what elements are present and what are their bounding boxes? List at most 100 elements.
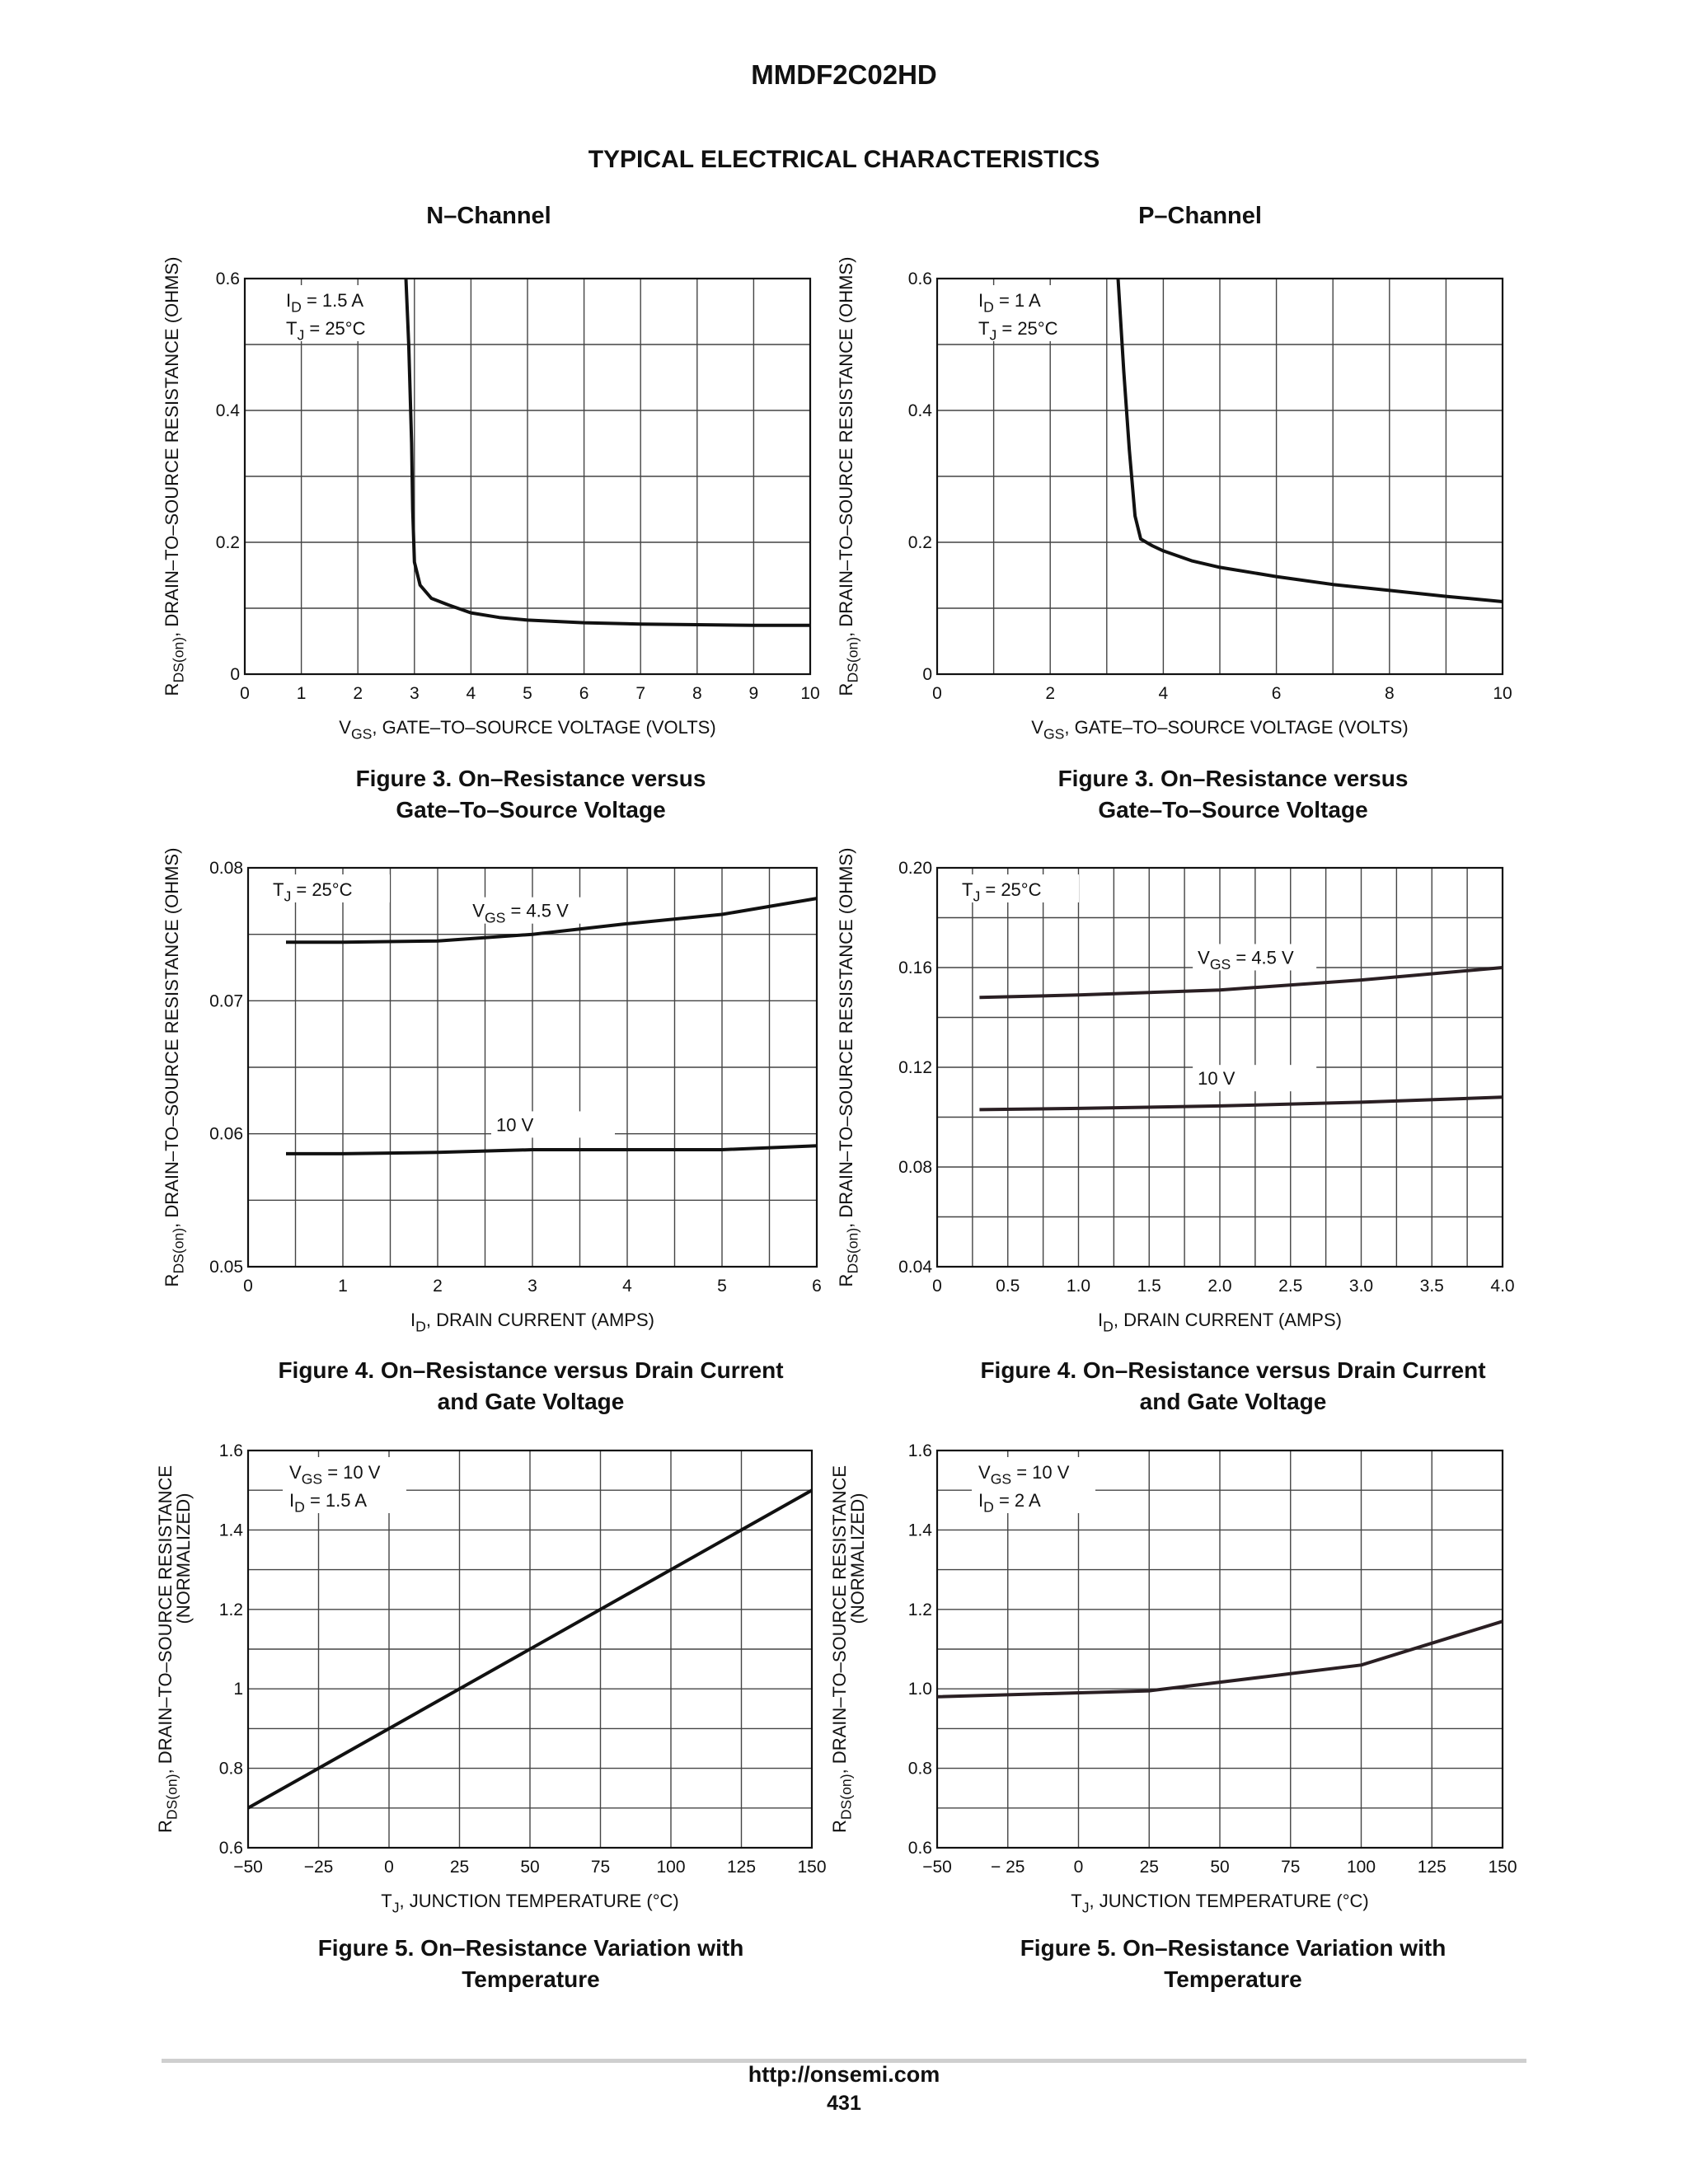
label-subscript: DS(on) xyxy=(845,637,861,683)
x-tick-labels: 0 1 2 3 4 5 6 7 8 9 10 xyxy=(240,684,820,703)
series-label: VGS = 4.5 V xyxy=(472,901,569,926)
x-tick-labels: −50 − 25 0 25 50 75 100 125 150 xyxy=(922,1858,1517,1877)
label-subscript: DS(on) xyxy=(164,1774,181,1820)
x-tick-label: 2.5 xyxy=(1278,1277,1302,1296)
x-tick-label: 0 xyxy=(240,684,250,703)
condition-backdrop xyxy=(955,874,1079,902)
x-tick-labels: 0 0.5 1.0 1.5 2.0 2.5 3.0 3.5 4.0 xyxy=(932,1277,1514,1296)
label-subscript: J xyxy=(989,327,996,344)
label-main: 10 V xyxy=(496,1114,534,1135)
label-subscript: J xyxy=(973,888,980,905)
label-rest: = 25°C xyxy=(291,879,352,900)
label-rest: , DRAIN–TO–SOURCE RESISTANCE xyxy=(155,1465,176,1774)
x-tick-label: 0.5 xyxy=(996,1277,1020,1296)
series-label-backdrop xyxy=(1193,1065,1317,1092)
label-subscript: D xyxy=(294,1499,305,1516)
page-number: 431 xyxy=(827,2092,861,2115)
x-tick-label: 5 xyxy=(717,1277,727,1296)
condition-notes: ID = 1.5 ATJ = 25°C xyxy=(279,285,403,344)
y-tick-label: 0.6 xyxy=(216,269,240,288)
figure-5-pch-caption: Figure 5. On–Resistance Variation with T… xyxy=(895,1933,1571,1995)
x-tick-label: 75 xyxy=(1281,1858,1300,1877)
x-tick-label: 5 xyxy=(523,684,532,703)
label-subscript: D xyxy=(415,1319,426,1335)
caption-line-2: Gate–To–Source Voltage xyxy=(396,797,666,823)
plot-frame xyxy=(935,866,1504,1268)
grid xyxy=(247,867,818,1268)
condition-backdrop xyxy=(283,1457,406,1485)
label-rest: = 1 A xyxy=(994,290,1041,311)
condition-backdrop xyxy=(972,1457,1095,1485)
x-tick-label: 125 xyxy=(1418,1858,1447,1877)
label-main: T xyxy=(1071,1891,1081,1911)
x-tick-label: 3.5 xyxy=(1420,1277,1444,1296)
label-rest: = 10 V xyxy=(322,1462,381,1483)
x-tick-label: 25 xyxy=(1140,1858,1159,1877)
condition-backdrop xyxy=(283,1485,406,1513)
figure-5-nch-caption: Figure 5. On–Resistance Variation with T… xyxy=(193,1933,869,1995)
y-tick-label: 0.05 xyxy=(209,1258,243,1277)
x-tick-label: 25 xyxy=(450,1858,469,1877)
label-main: T xyxy=(286,318,297,339)
x-tick-label: 0 xyxy=(384,1858,394,1877)
x-tick-label: 9 xyxy=(749,684,759,703)
label-main: I xyxy=(289,1490,294,1511)
y-tick-label: 0.08 xyxy=(898,1158,932,1177)
label-rest: , DRAIN–TO–SOURCE RESISTANCE (OHMS) xyxy=(162,848,182,1228)
label-rest: = 25°C xyxy=(980,879,1041,900)
condition-backdrop xyxy=(972,285,1095,313)
x-tick-label: 2 xyxy=(353,684,363,703)
plot-frame xyxy=(935,1449,1504,1849)
series-label-backdrop xyxy=(491,1111,615,1138)
caption-line-1: Figure 3. On–Resistance versus xyxy=(355,766,706,791)
series-label-backdrop xyxy=(467,897,592,924)
x-tick-label: 100 xyxy=(656,1858,685,1877)
x-tick-label: 4.0 xyxy=(1490,1277,1514,1296)
nch-rds-vs-temp-chart: −50 −25 0 25 50 75 100 125 150 0.6 0.8 1 1.2 1.4 1.6 TJ… xyxy=(155,1441,827,1916)
caption-line-2: Temperature xyxy=(462,1966,600,1992)
label-rest: , DRAIN–TO–SOURCE RESISTANCE xyxy=(829,1465,850,1774)
x-tick-label: 0 xyxy=(932,1277,942,1296)
y-tick-label: 0.16 xyxy=(898,958,932,977)
y-tick-label: 1.4 xyxy=(219,1521,244,1540)
x-axis-label: VGS, GATE–TO–SOURCE VOLTAGE (VOLTS) xyxy=(339,717,715,743)
label-main: V xyxy=(978,1462,991,1483)
label-main: T xyxy=(273,879,284,900)
caption-line-2: Gate–To–Source Voltage xyxy=(1098,797,1368,823)
y-axis-label-line-2: (NORMALIZED) xyxy=(847,1493,868,1624)
label-main: I xyxy=(286,290,291,311)
label-rest: = 1.5 A xyxy=(302,290,364,311)
x-tick-label: 4 xyxy=(1159,684,1169,703)
condition-notes: TJ = 25°C xyxy=(266,874,390,905)
y-tick-label: 0.2 xyxy=(216,533,240,552)
condition-backdrop xyxy=(279,285,403,313)
y-tick-label: 1.6 xyxy=(219,1441,243,1460)
label-main: I xyxy=(1098,1310,1103,1330)
series-label: VGS = 4.5 V xyxy=(1198,947,1294,972)
condition-label: ID = 1 A xyxy=(978,290,1041,316)
label-subscript: J xyxy=(1082,1900,1090,1916)
label-rest: = 2 A xyxy=(994,1490,1041,1511)
y-tick-labels: 0.6 0.8 1.0 1.2 1.4 1.6 xyxy=(908,1441,933,1858)
footer-url[interactable]: http://onsemi.com xyxy=(748,2062,940,2087)
label-main: R xyxy=(162,1274,182,1287)
label-rest: , DRAIN–TO–SOURCE RESISTANCE (OHMS) xyxy=(836,848,856,1228)
label-subscript: DS(on) xyxy=(171,637,187,683)
y-axis-label: RDS(on), DRAIN–TO–SOURCE RESISTANCE (OHM… xyxy=(162,848,187,1287)
condition-label: TJ = 25°C xyxy=(978,318,1058,344)
y-tick-labels: 0 0.2 0.4 0.6 xyxy=(908,269,933,684)
y-tick-label: 0.4 xyxy=(216,401,241,420)
y-axis-label: RDS(on), DRAIN–TO–SOURCE RESISTANCE (OHM… xyxy=(836,257,861,696)
x-tick-label: 0 xyxy=(243,1277,253,1296)
plot-frame xyxy=(935,277,1504,676)
x-tick-label: 10 xyxy=(800,684,819,703)
y-axis-label: RDS(on), DRAIN–TO–SOURCE RESISTANCE (OHM… xyxy=(836,848,861,1287)
y-tick-label: 0.07 xyxy=(209,991,243,1010)
label-main: V xyxy=(289,1462,302,1483)
x-tick-label: − 25 xyxy=(991,1858,1025,1877)
label-subscript: D xyxy=(983,1499,994,1516)
x-tick-label: −50 xyxy=(922,1858,952,1877)
x-tick-label: 6 xyxy=(812,1277,822,1296)
figure-3-nch-caption: Figure 3. On–Resistance versus Gate–To–S… xyxy=(193,763,869,826)
caption-line-1: Figure 5. On–Resistance Variation with xyxy=(1020,1935,1447,1961)
